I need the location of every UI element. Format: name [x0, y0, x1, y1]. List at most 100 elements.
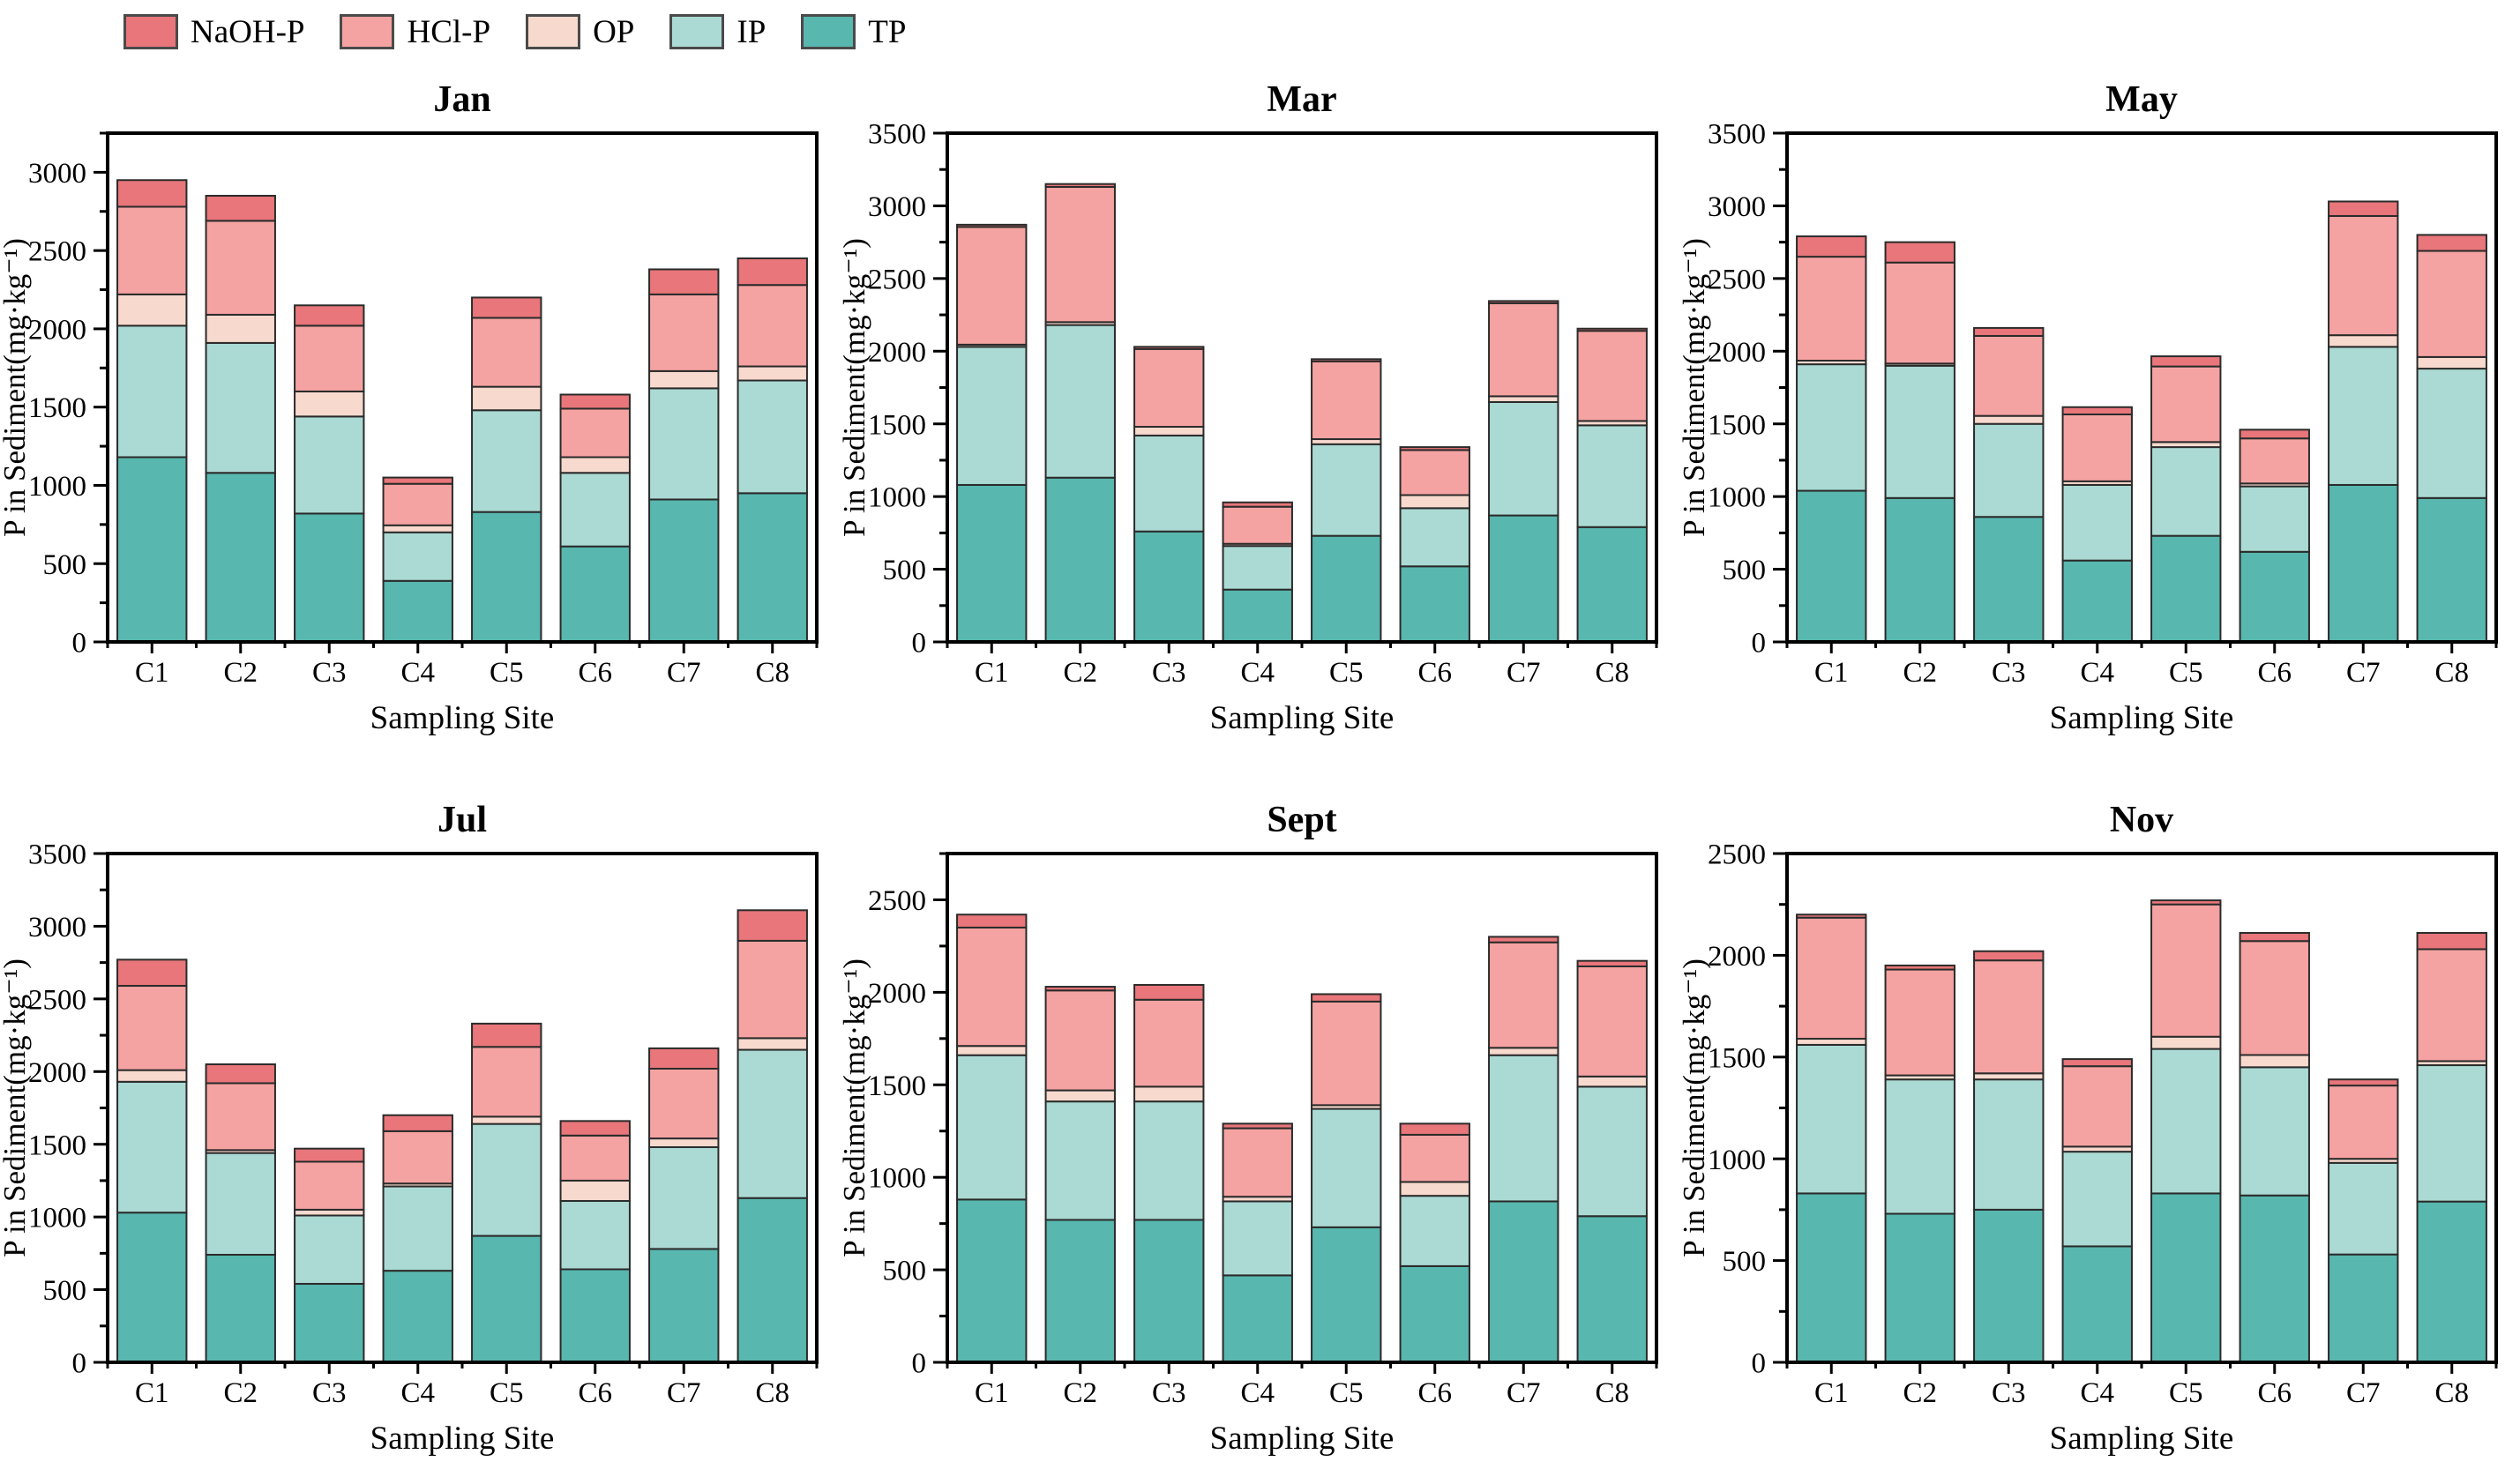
- x-tick-label: C2: [223, 1377, 258, 1409]
- bar-C6-HCl-P: [559, 1134, 631, 1182]
- bar-C3-IP: [294, 1214, 365, 1285]
- bar-C8-IP: [2416, 1064, 2487, 1203]
- bar-C4-HCl-P: [1222, 505, 1293, 545]
- x-axis-label: Sampling Site: [2050, 700, 2234, 736]
- legend-swatch-op: [526, 14, 581, 49]
- bar-C8-TP: [1576, 526, 1648, 644]
- y-tick-label: 500: [883, 1256, 927, 1287]
- x-tick-label: C5: [2169, 1377, 2203, 1409]
- bar-C8-TP: [2416, 1200, 2487, 1363]
- bar-C6-NaOH-P: [559, 1120, 631, 1137]
- bar-C3-TP: [1973, 1208, 2045, 1363]
- bar-C7-TP: [1488, 1200, 1559, 1364]
- bar-C1-NaOH-P: [956, 914, 1028, 928]
- bar-C5-NaOH-P: [1311, 358, 1382, 362]
- bar-C7-NaOH-P: [648, 1047, 720, 1070]
- bar-C8-NaOH-P: [1576, 959, 1648, 967]
- y-tick-label: 2000: [868, 978, 926, 1010]
- x-tick-label: C7: [1507, 657, 1541, 689]
- bar-C7-NaOH-P: [648, 268, 720, 295]
- bar-C6-TP: [2239, 550, 2310, 643]
- y-tick-label: 0: [912, 628, 927, 660]
- chart-svg-mar: Mar 0 500 1000 1500 2000 2500 3000 3500 C1 C2 C3 C4 C…: [837, 79, 1658, 736]
- bar-C7-HCl-P: [2328, 214, 2399, 337]
- bar-C5-OP: [2150, 1035, 2222, 1050]
- y-tick-label: 2000: [1708, 337, 1766, 369]
- bar-C4-TP: [382, 1270, 453, 1364]
- bars-group: [956, 183, 1648, 644]
- bar-C3-OP: [294, 390, 365, 418]
- bar-C3-HCl-P: [1133, 998, 1205, 1088]
- axes: 0 500 1000 1500 2000 2500 3000 C1 C2 C3 C4 C5 C6 C7 C8: [28, 131, 819, 689]
- bar-C5-NaOH-P: [2150, 899, 2222, 906]
- x-tick-label: C6: [1417, 1377, 1452, 1409]
- y-tick-label: 500: [43, 1275, 87, 1307]
- bar-C3-OP: [1973, 414, 2045, 425]
- bar-C2-IP: [1884, 1078, 1955, 1215]
- x-tick-label: C7: [2346, 657, 2381, 689]
- bar-C3-OP: [1133, 1085, 1205, 1103]
- x-tick-label: C2: [223, 657, 258, 689]
- y-tick-label: 0: [1752, 1348, 1767, 1380]
- bar-C8-IP: [737, 1048, 808, 1199]
- bar-C6-OP: [559, 456, 631, 474]
- bar-C7-IP: [648, 387, 720, 501]
- bar-C2-NaOH-P: [1044, 986, 1116, 992]
- x-axis-label: Sampling Site: [370, 1421, 555, 1457]
- bar-C6-TP: [1399, 1264, 1470, 1363]
- bar-C2-TP: [1044, 476, 1116, 643]
- bar-C3-HCl-P: [1973, 334, 2045, 417]
- bar-C7-NaOH-P: [2328, 200, 2399, 217]
- bar-C1-IP: [1796, 363, 1867, 492]
- x-tick-label: C7: [1507, 1377, 1541, 1409]
- axes: 0 500 1000 1500 2000 2500 3000 3500 C1 C2 C3 C4 C5 C6…: [868, 119, 1658, 689]
- x-tick-label: C4: [400, 1377, 435, 1409]
- axes: 0 500 1000 1500 2000 2500 C1 C2 C3 C4 C5 C6 C7 C8: [868, 852, 1658, 1409]
- bar-C7-IP: [2328, 1161, 2399, 1256]
- bar-C8-OP: [1576, 1075, 1648, 1088]
- bar-C2-NaOH-P: [205, 1063, 276, 1085]
- y-tick-label: 500: [1723, 555, 1767, 586]
- x-tick-label: C6: [2257, 657, 2292, 689]
- bar-C6-OP: [1399, 494, 1470, 510]
- chart-title: Jul: [437, 800, 487, 840]
- legend-label-hcl-p: HCl-P: [407, 13, 491, 50]
- bar-C4-IP: [1222, 545, 1293, 591]
- bar-C6-NaOH-P: [1399, 446, 1470, 451]
- bar-C2-HCl-P: [205, 220, 276, 316]
- bar-C5-IP: [471, 409, 542, 513]
- bars-group: [116, 179, 808, 644]
- y-tick-label: 3000: [1708, 191, 1766, 223]
- y-tick-label: 500: [1723, 1246, 1767, 1278]
- bar-C4-TP: [1222, 588, 1293, 643]
- x-tick-label: C7: [2346, 1377, 2381, 1409]
- bar-C6-HCl-P: [559, 407, 631, 459]
- bar-C7-NaOH-P: [2328, 1078, 2399, 1087]
- y-tick-label: 1000: [868, 482, 926, 514]
- bar-C8-OP: [737, 1037, 808, 1051]
- chart-mar: Mar 0 500 1000 1500 2000 2500 3000 3500 C1 C2 C3 C4 C…: [837, 67, 1679, 750]
- bar-C4-TP: [2061, 559, 2133, 643]
- bar-C5-IP: [1311, 443, 1382, 537]
- bar-C5-HCl-P: [1311, 1000, 1382, 1107]
- y-axis-label: P in Sediment(mg·kg⁻¹): [0, 238, 32, 537]
- bar-C3-TP: [294, 1282, 365, 1364]
- bar-C3-NaOH-P: [1133, 346, 1205, 350]
- bar-C6-IP: [559, 472, 631, 548]
- bar-C4-NaOH-P: [382, 476, 453, 485]
- bar-C7-TP: [1488, 514, 1559, 643]
- bar-C3-NaOH-P: [1973, 326, 2045, 337]
- y-tick-label: 3000: [28, 158, 86, 190]
- x-axis-label: Sampling Site: [1210, 700, 1395, 736]
- y-tick-label: 500: [883, 555, 927, 586]
- bar-C2-OP: [1044, 1089, 1116, 1103]
- chart-title: May: [2105, 79, 2178, 120]
- bar-C6-TP: [1399, 565, 1470, 644]
- bar-C2-IP: [1044, 1100, 1116, 1221]
- bar-C8-NaOH-P: [737, 257, 808, 287]
- bar-C3-NaOH-P: [1133, 983, 1205, 1001]
- bar-C3-OP: [1133, 426, 1205, 436]
- chart-nov: Nov 0 500 1000 1500 2000 2500 C1 C2 C3 C4 C5 C6 C7 C8 S…: [1677, 787, 2519, 1471]
- bar-C1-NaOH-P: [1796, 235, 1867, 258]
